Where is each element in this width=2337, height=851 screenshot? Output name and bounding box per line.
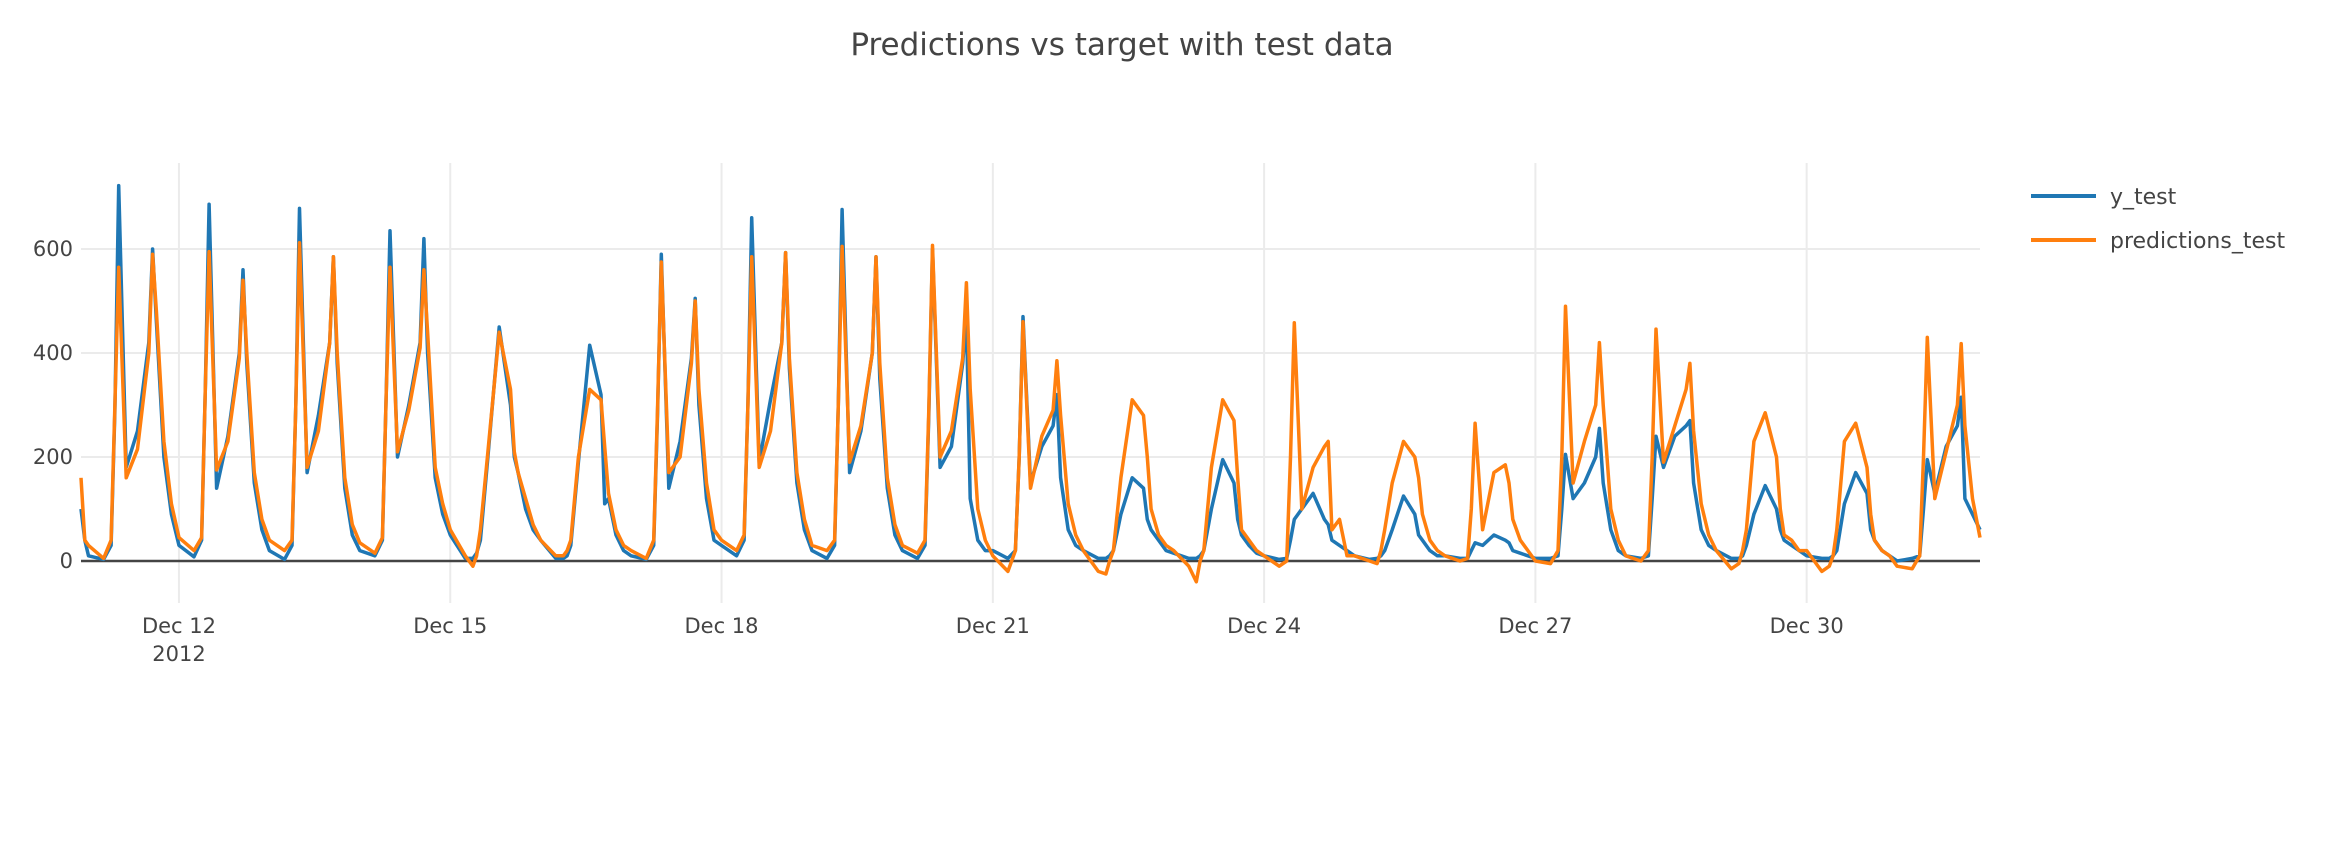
series-line-y-test xyxy=(79,183,1982,563)
legend[interactable]: y_test predictions_test xyxy=(2031,185,2285,254)
legend-label: predictions_test xyxy=(2110,229,2285,254)
gridlines xyxy=(81,163,1980,603)
x-tick-label: Dec 12 xyxy=(142,614,216,638)
y-tick-label: 400 xyxy=(33,341,73,365)
y-tick-label: 600 xyxy=(33,237,73,261)
x-tick-label: Dec 30 xyxy=(1770,614,1844,638)
x-tick-label: Dec 24 xyxy=(1227,614,1301,638)
x-tick-label: Dec 18 xyxy=(685,614,759,638)
x-tick-label: Dec 21 xyxy=(956,614,1030,638)
x-tick-label: Dec 27 xyxy=(1498,614,1572,638)
series-line-predictions-test xyxy=(79,241,1982,584)
series-lines xyxy=(79,183,1982,584)
legend-item-predictions-test[interactable]: predictions_test xyxy=(2031,229,2285,254)
legend-item-y-test[interactable]: y_test xyxy=(2031,185,2177,210)
x-tick-sublabel: 2012 xyxy=(152,642,205,666)
y-tick-label: 0 xyxy=(60,549,73,573)
y-tick-label: 200 xyxy=(33,445,73,469)
chart-title: Predictions vs target with test data xyxy=(850,27,1393,63)
axes: Dec 12 2012 Dec 15 Dec 18 Dec 21 Dec 24 Dec 27… xyxy=(33,237,1980,666)
legend-label: y_test xyxy=(2110,185,2177,210)
x-tick-label: Dec 15 xyxy=(413,614,487,638)
